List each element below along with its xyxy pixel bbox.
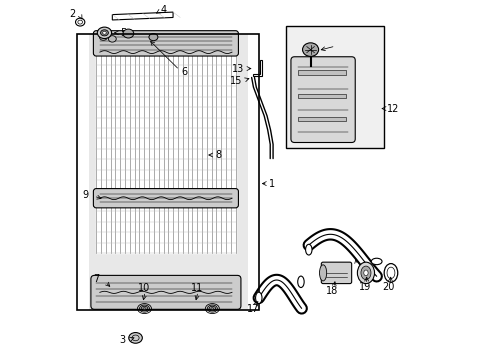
Text: 14: 14: [336, 40, 348, 50]
Text: 16: 16: [357, 263, 369, 273]
Ellipse shape: [143, 307, 145, 310]
Ellipse shape: [149, 33, 158, 41]
Bar: [285, 26, 383, 148]
Bar: [298, 117, 346, 121]
Bar: [89, 33, 247, 310]
Ellipse shape: [370, 258, 381, 265]
Text: 1: 1: [268, 179, 274, 189]
Text: 18: 18: [325, 286, 338, 296]
FancyBboxPatch shape: [321, 262, 351, 284]
Text: 20: 20: [382, 282, 394, 292]
FancyBboxPatch shape: [290, 57, 354, 143]
Ellipse shape: [302, 43, 318, 57]
Text: 15: 15: [229, 76, 242, 86]
Ellipse shape: [108, 36, 116, 42]
Text: 13: 13: [231, 64, 244, 73]
Text: 5: 5: [120, 28, 126, 38]
Text: 3: 3: [120, 335, 125, 345]
FancyBboxPatch shape: [93, 31, 238, 56]
Ellipse shape: [305, 244, 311, 255]
Ellipse shape: [99, 34, 107, 40]
Text: 12: 12: [386, 104, 399, 113]
Ellipse shape: [128, 333, 142, 343]
Text: 6: 6: [181, 67, 186, 77]
FancyBboxPatch shape: [91, 275, 241, 309]
Ellipse shape: [357, 262, 374, 284]
Ellipse shape: [319, 265, 326, 281]
Bar: [77, 33, 258, 310]
Ellipse shape: [102, 31, 106, 34]
FancyBboxPatch shape: [93, 189, 238, 208]
Ellipse shape: [97, 27, 111, 39]
Text: 10: 10: [137, 283, 150, 293]
Ellipse shape: [297, 276, 304, 288]
Text: 11: 11: [190, 283, 203, 293]
Ellipse shape: [210, 307, 213, 310]
Bar: [298, 70, 346, 75]
Ellipse shape: [255, 292, 262, 303]
Text: 7: 7: [93, 274, 100, 284]
Bar: [298, 94, 346, 98]
Ellipse shape: [123, 29, 134, 38]
Ellipse shape: [386, 267, 394, 279]
Text: 19: 19: [358, 282, 370, 292]
Text: 2: 2: [69, 9, 76, 19]
Text: 9: 9: [82, 190, 88, 200]
Text: 17: 17: [246, 303, 259, 314]
Ellipse shape: [101, 30, 108, 36]
Text: 4: 4: [161, 5, 167, 15]
Ellipse shape: [360, 266, 370, 280]
Text: 8: 8: [215, 150, 221, 160]
Ellipse shape: [363, 270, 367, 276]
